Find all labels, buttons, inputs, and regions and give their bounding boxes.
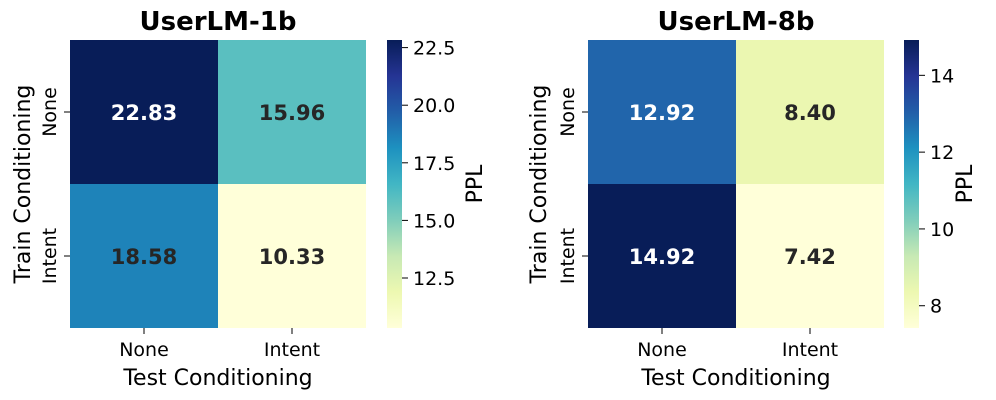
colorbar-tick-label: 17.5 <box>413 153 455 175</box>
x-tick-label: Intent <box>264 339 320 361</box>
chart-title: UserLM-8b <box>658 7 815 37</box>
colorbar <box>387 40 402 328</box>
heatmap-cell <box>218 40 366 184</box>
colorbar <box>904 40 919 328</box>
x-tick-label: Intent <box>782 339 838 361</box>
cell-value-label: 14.92 <box>629 245 695 269</box>
colorbar-label: PPL <box>953 164 978 204</box>
colorbar-tick-label: 12 <box>930 142 954 164</box>
cell-value-label: 8.40 <box>784 101 836 125</box>
y-tick-label: None <box>39 87 61 137</box>
heatmap-cell <box>218 184 366 328</box>
heatmap-cell <box>588 184 736 328</box>
cell-value-label: 12.92 <box>629 101 695 125</box>
colorbar-label: PPL <box>463 164 488 204</box>
cell-value-label: 22.83 <box>111 101 177 125</box>
chart-title: UserLM-1b <box>140 7 297 37</box>
heatmap-cell <box>588 40 736 184</box>
x-axis-label: Test Conditioning <box>640 366 830 391</box>
cell-value-label: 15.96 <box>259 101 325 125</box>
cell-value-label: 10.33 <box>259 245 325 269</box>
heatmap-cell <box>70 40 218 184</box>
y-tick-label: Intent <box>557 228 579 284</box>
x-tick-label: None <box>119 339 169 361</box>
cell-value-label: 18.58 <box>111 245 177 269</box>
y-axis-label: Train Conditioning <box>11 85 36 285</box>
y-axis-label: Train Conditioning <box>527 85 552 285</box>
colorbar-tick-label: 15.0 <box>413 210 455 232</box>
colorbar-tick-label: 12.5 <box>413 268 455 290</box>
heatmap-cell <box>70 184 218 328</box>
colorbar-tick-label: 20.0 <box>413 95 455 117</box>
heatmap-cell <box>736 40 884 184</box>
heatmap-cell <box>736 184 884 328</box>
heatmap-panel-2: UserLM-8b 12.92 8.40 14.92 7.42 None Intent Tes… <box>527 7 978 391</box>
x-tick-label: None <box>637 339 687 361</box>
colorbar-tick-label: 22.5 <box>413 38 455 60</box>
y-tick-label: Intent <box>39 228 61 284</box>
y-tick-label: None <box>557 87 579 137</box>
colorbar-tick-label: 14 <box>930 65 954 87</box>
x-axis-label: Test Conditioning <box>122 366 312 391</box>
colorbar-tick-label: 8 <box>930 296 942 318</box>
colorbar-tick-label: 10 <box>930 219 954 241</box>
cell-value-label: 7.42 <box>784 245 836 269</box>
